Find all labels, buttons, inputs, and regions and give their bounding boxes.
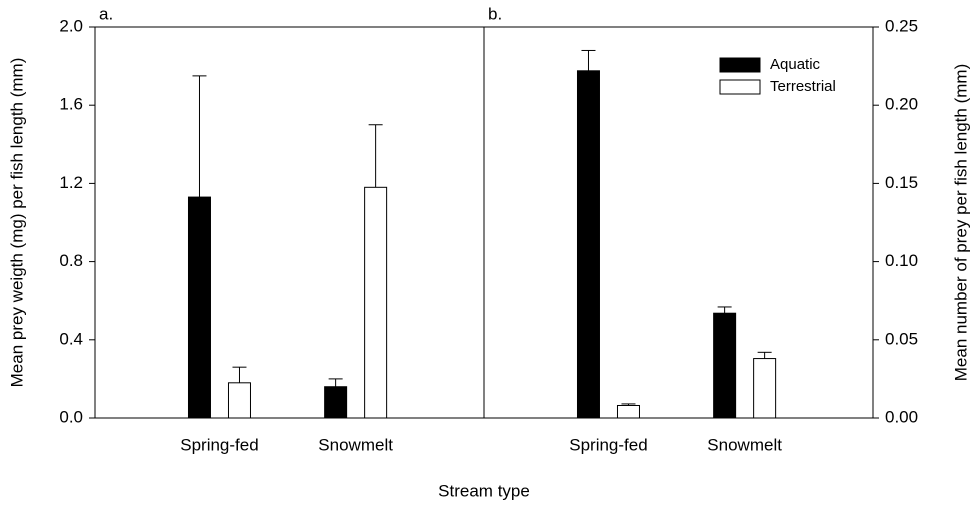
y-tick-label: 2.0 xyxy=(59,16,83,35)
y-tick-label: 0.05 xyxy=(885,329,918,348)
x-tick-label: Spring-fed xyxy=(569,435,647,454)
x-tick-label: Snowmelt xyxy=(707,435,782,454)
y-tick-label: 0.15 xyxy=(885,173,918,192)
bar xyxy=(713,312,737,419)
y-tick-label: 0.0 xyxy=(59,407,83,426)
plot-frame xyxy=(94,26,485,419)
y-tick-label: 1.6 xyxy=(59,95,83,114)
y-tick-label: 0.25 xyxy=(885,16,918,35)
legend-label: Aquatic xyxy=(770,56,821,73)
y-axis-label: Mean prey weigth (mg) per fish length (m… xyxy=(7,58,26,388)
y-tick-label: 0.20 xyxy=(885,95,918,114)
plot-frame xyxy=(483,26,874,419)
bar xyxy=(364,186,388,419)
y-tick-label: 1.2 xyxy=(59,173,83,192)
y-axis-label: Mean number of prey per fish length (mm) xyxy=(951,64,970,381)
panel-label: a. xyxy=(99,4,113,23)
x-tick-label: Snowmelt xyxy=(318,435,393,454)
bar xyxy=(187,196,211,419)
y-tick-label: 0.8 xyxy=(59,251,83,270)
x-axis-label: Stream type xyxy=(438,481,530,500)
y-tick-label: 0.4 xyxy=(59,329,83,348)
y-tick-label: 0.10 xyxy=(885,251,918,270)
panel-label: b. xyxy=(488,4,502,23)
legend-swatch xyxy=(719,57,761,73)
bar xyxy=(576,70,600,419)
y-tick-label: 0.00 xyxy=(885,407,918,426)
legend-swatch xyxy=(719,79,761,95)
bar xyxy=(753,358,777,419)
bar xyxy=(616,404,640,419)
x-tick-label: Spring-fed xyxy=(180,435,258,454)
bar xyxy=(324,386,348,419)
legend-label: Terrestrial xyxy=(770,78,836,95)
bar xyxy=(227,382,251,419)
